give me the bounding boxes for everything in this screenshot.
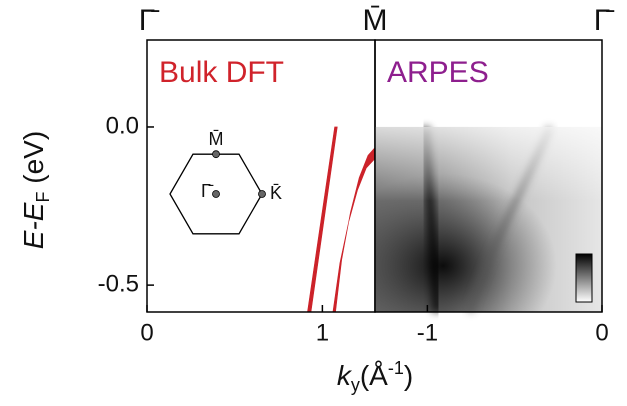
figure: M̄ Γ̄ K̄ Bulk DFT 0 1 0.0 -0.5 Γ̄ M̄ E-EF (eV) ARPE… (0, 0, 627, 401)
bz-point (213, 191, 220, 198)
symmetry-label: M̄ (363, 4, 388, 37)
x-axis-label-part: ) (404, 360, 413, 391)
symmetry-label: Γ̄ (139, 4, 161, 37)
y-axis-label: E-EF (eV) (18, 131, 52, 249)
panel-title: Bulk DFT (159, 56, 284, 89)
x-axis-label-part: y (351, 375, 360, 395)
arpes-fade (375, 127, 602, 312)
x-tick-label: 1 (316, 319, 329, 346)
bz-point (213, 151, 220, 158)
x-tick-label: 0 (140, 319, 153, 346)
y-tick-label: 0.0 (106, 112, 139, 139)
y-axis-label-part: (eV) (18, 131, 49, 192)
band (307, 127, 337, 312)
x-axis-label-part: -1 (388, 358, 404, 378)
y-axis-label-part: E-E (18, 202, 49, 249)
bz-point (259, 191, 266, 198)
x-axis-label-part: (Å (360, 360, 388, 391)
panel-title: ARPES (387, 56, 489, 89)
plot-layer: M̄ Γ̄ K̄ Bulk DFT 0 1 0.0 -0.5 Γ̄ M̄ E-EF (eV) ARPE… (18, 4, 615, 395)
y-tick-label: -0.5 (98, 270, 139, 297)
bz-label: Γ̄ (201, 181, 214, 201)
x-tick-label: -1 (417, 319, 438, 346)
x-axis-label: ky(Å-1) (337, 358, 413, 395)
symmetry-label: Γ̄ (594, 4, 616, 37)
x-tick-label: 0 (595, 319, 608, 346)
y-axis-label-part: F (33, 192, 53, 203)
bz-label: K̄ (270, 183, 282, 203)
bz-label: M̄ (209, 129, 224, 149)
band (333, 148, 375, 312)
colorbar (576, 254, 592, 302)
